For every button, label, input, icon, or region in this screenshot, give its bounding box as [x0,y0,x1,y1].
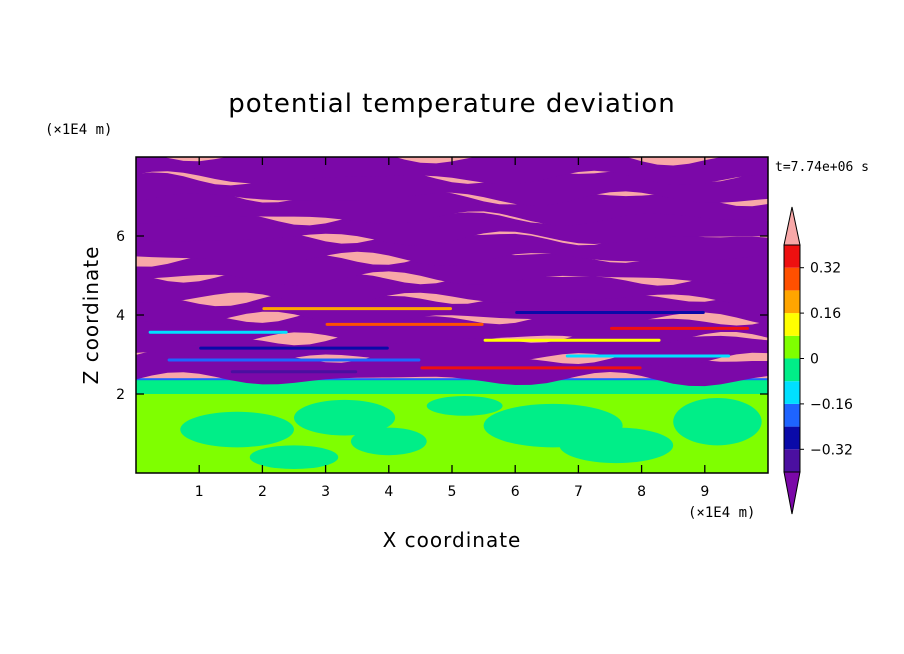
y-tick-label: 2 [116,387,125,403]
x-tick-label: 6 [511,484,520,500]
lower-blob [350,427,427,456]
lower-blob [673,397,762,446]
colorbar-extend-top [783,206,801,246]
colorbar: 0.32 0.16 0 −0.16 −0.32 [783,206,853,515]
x-tick-label: 4 [384,484,393,500]
colorbar-swatch [784,449,800,472]
turbulent-streak [167,358,421,362]
turbulent-streak [230,370,358,374]
x-tick-label: 1 [195,484,204,500]
colorbar-swatch [784,426,800,450]
x-tick-label: 2 [258,484,267,500]
colorbar-swatch [784,245,800,268]
colorbar-tick-label: −0.32 [810,442,853,458]
x-axis: 1 2 3 4 5 6 7 8 9 [195,157,709,500]
lower-blob [426,395,503,416]
contour-field [136,157,768,473]
purple-band [136,230,768,266]
x-tick-label: 7 [574,484,583,500]
colorbar-extend-bottom [783,471,801,515]
x-axis-label: X coordinate [383,528,522,552]
y-axis-label: Z coordinate [79,246,103,385]
turbulent-streak [148,330,288,334]
purple-band [136,157,768,185]
lower-blob [294,399,396,436]
turbulent-streak [610,326,750,330]
purple-band [136,210,768,246]
transition-line [136,376,768,381]
colorbar-swatch [784,290,800,314]
x-unit-label: (×1E4 m) [688,505,755,521]
colorbar-swatch [784,381,800,404]
y-tick-label: 6 [116,229,125,245]
lower-blob [559,427,674,464]
turbulent-streak [262,307,452,311]
colorbar-swatch [784,403,800,427]
y-tick-label: 4 [116,308,125,324]
purple-band [136,189,768,226]
turbulent-streak [565,354,731,358]
colorbar-swatch [784,313,800,336]
turbulent-streak [515,311,705,315]
turbulent-streak [199,346,389,350]
colorbar-swatch [784,267,800,291]
turbulent-streak [325,322,484,326]
chart-title: potential temperature deviation [228,89,675,119]
x-tick-label: 3 [321,484,330,500]
x-tick-label: 8 [637,484,646,500]
colorbar-tick-label: 0.16 [810,306,841,322]
lower-blob [180,411,294,448]
y-unit-label: (×1E4 m) [45,122,112,138]
turbulent-streak [420,366,642,370]
plot-area [136,157,768,473]
time-label: t=7.74e+06 s [775,160,869,175]
turbulent-streak [483,338,661,342]
lower-blob [249,445,339,470]
x-tick-label: 5 [448,484,457,500]
colorbar-tick-label: 0.32 [810,261,841,277]
colorbar-tick-label: −0.16 [810,397,853,413]
colorbar-swatch [784,358,800,382]
colorbar-tick-label: 0 [810,352,819,368]
y-axis: 2 4 6 [116,229,768,403]
colorbar-swatch [784,335,800,359]
x-tick-label: 9 [700,484,709,500]
